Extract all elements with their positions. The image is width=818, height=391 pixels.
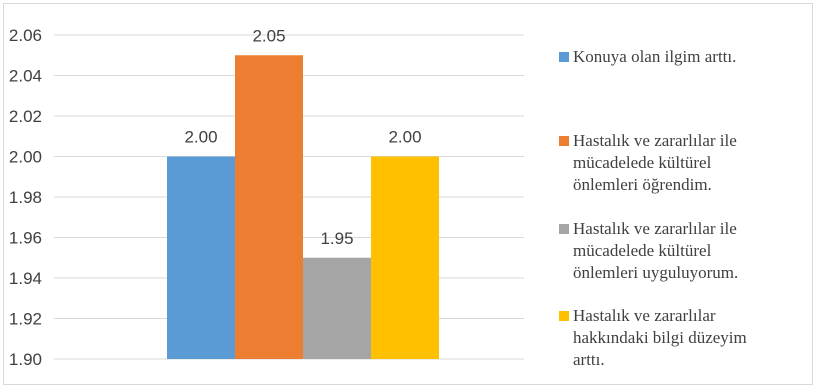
legend-swatch-4 [559,311,569,321]
legend: Konuya olan ilgim arttı. Hastalık ve zara… [559,47,747,369]
data-label-series-1: 2.00 [184,128,217,147]
data-label-series-2: 2.05 [252,26,285,45]
legend-swatch-1 [559,52,569,62]
legend-label-4: arttı. [573,350,605,369]
legend-label-2: önlemleri öğrendim. [573,175,712,194]
legend-label-3: önlemleri uyguluyorum. [573,263,738,282]
legend-label-4: hakkındaki bilgi düzeyim [573,328,747,347]
legend-label-3: mücadelede kültürel [573,241,712,260]
bar-series-4 [371,156,439,359]
y-tick-label: 1.96 [9,229,42,248]
data-label-series-4: 2.00 [388,128,421,147]
y-tick-label: 1.92 [9,310,42,329]
bar-chart: 1.90 1.92 1.94 1.96 1.98 2.00 2.02 2.04 2.06 2.0… [9,26,747,369]
y-tick-label: 1.98 [9,188,42,207]
legend-label-2: mücadelede kültürel [573,153,712,172]
y-tick-label: 1.94 [9,269,42,288]
chart-frame: 1.90 1.92 1.94 1.96 1.98 2.00 2.02 2.04 2.06 2.0… [3,3,813,385]
legend-label-4: Hastalık ve zararlılar [573,306,716,325]
y-tick-label: 1.90 [9,350,42,369]
bar-series-1 [167,156,235,359]
bar-series-3 [303,257,371,359]
y-tick-label: 2.00 [9,148,42,167]
legend-swatch-2 [559,136,569,146]
y-axis-tick-labels: 1.90 1.92 1.94 1.96 1.98 2.00 2.02 2.04 2.06 [9,26,42,369]
bar-series-2 [235,55,303,359]
data-labels: 2.00 2.05 1.95 2.00 [184,26,421,248]
y-tick-label: 2.02 [9,107,42,126]
legend-label-1: Konuya olan ilgim arttı. [573,47,736,66]
y-tick-label: 2.04 [9,67,42,86]
y-tick-label: 2.06 [9,26,42,45]
legend-swatch-3 [559,224,569,234]
bars [167,55,439,359]
legend-label-3: Hastalık ve zararlılar ile [573,219,737,238]
data-label-series-3: 1.95 [320,229,353,248]
legend-label-2: Hastalık ve zararlılar ile [573,131,737,150]
